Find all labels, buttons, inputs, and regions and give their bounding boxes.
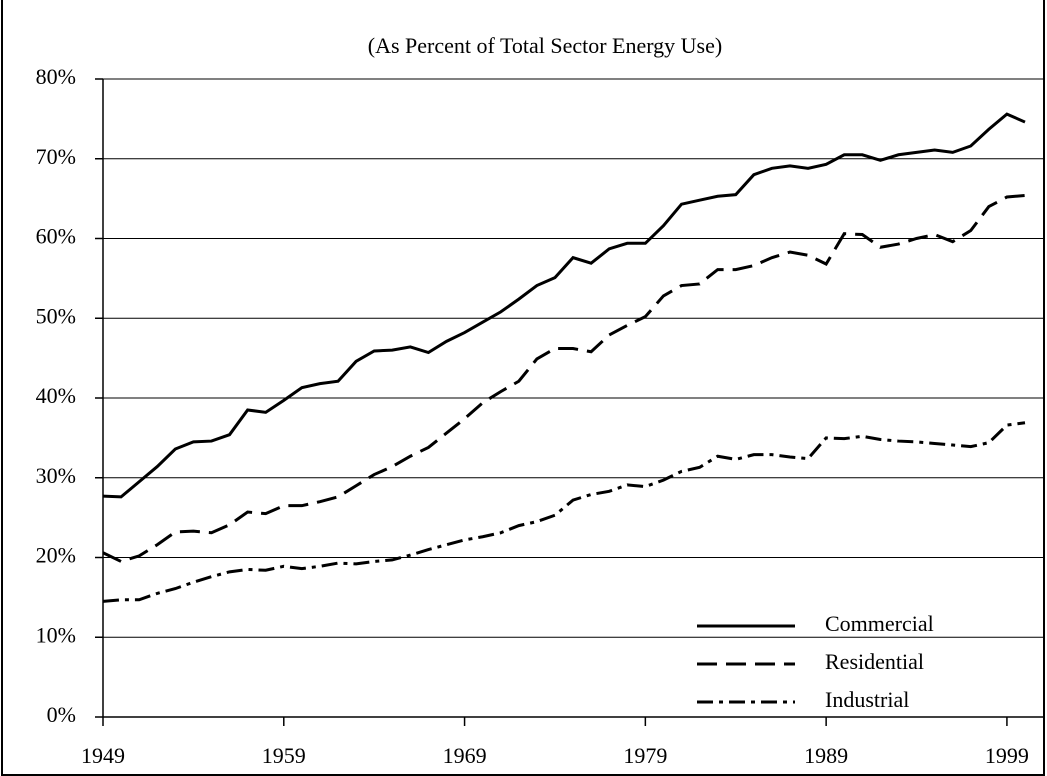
series-line [102,112,1026,499]
x-tick-label: 1979 [623,743,667,768]
series-line [102,421,1026,603]
x-tick-label: 1969 [443,743,487,768]
y-tick-label: 80% [36,64,76,89]
series-line [102,193,1026,564]
y-tick-label: 10% [36,622,76,647]
y-tick-label: 50% [36,303,76,328]
legend-label: Residential [825,649,924,674]
y-tick-label: 60% [36,224,76,249]
y-tick-label: 20% [36,543,76,568]
y-tick-label: 0% [47,702,76,727]
chart-subtitle: (As Percent of Total Sector Energy Use) [368,33,722,58]
y-tick-label: 30% [36,463,76,488]
legend-label: Commercial [825,611,934,636]
x-tick-label: 1989 [804,743,848,768]
x-tick-label: 1999 [985,743,1029,768]
x-tick-label: 1949 [81,743,125,768]
y-tick-label: 40% [36,383,76,408]
y-tick-label: 70% [36,144,76,169]
legend-label: Industrial [825,687,909,712]
x-tick-label: 1959 [262,743,306,768]
